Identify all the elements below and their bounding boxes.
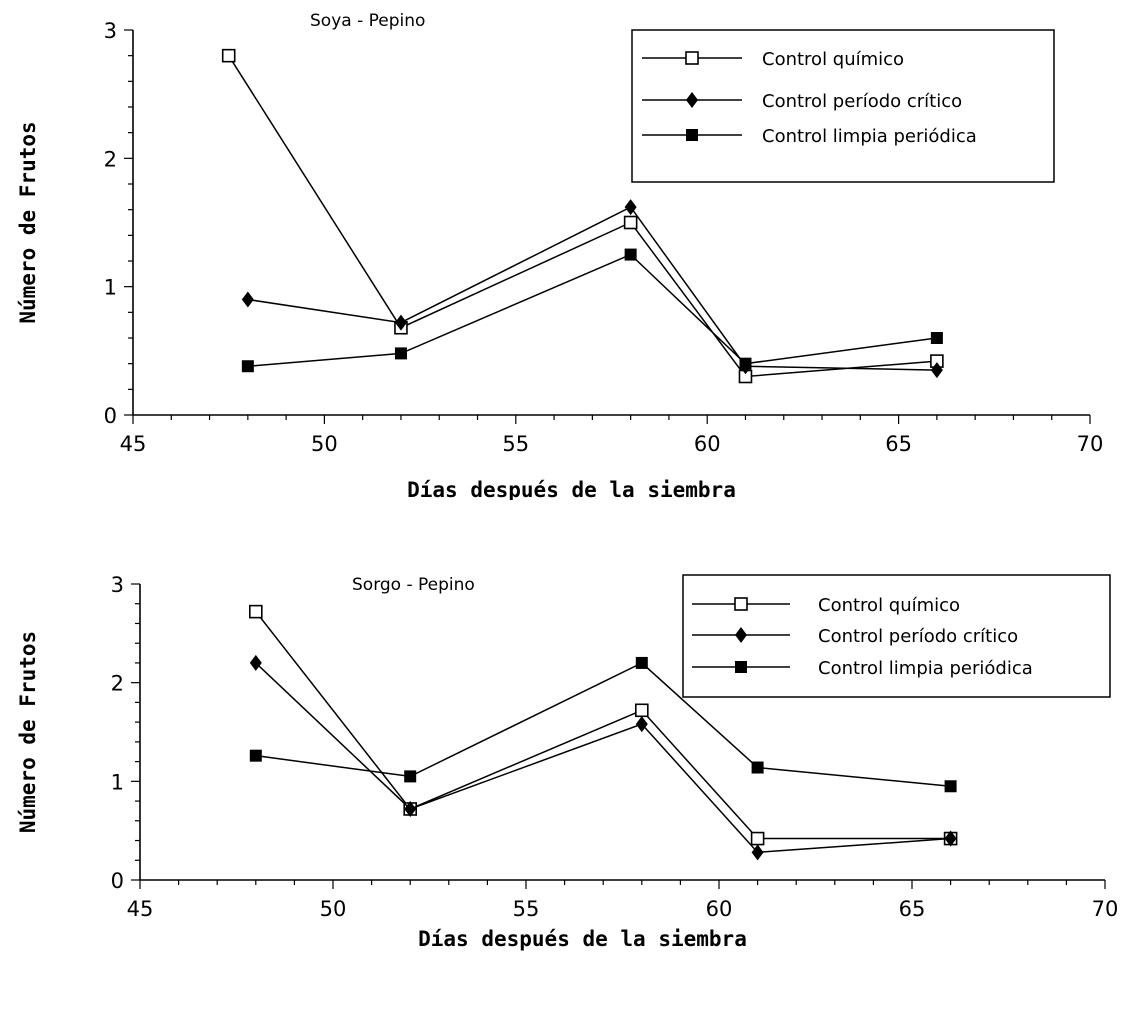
- data-point-filled-square: [241, 360, 254, 373]
- chart-title: Sorgo - Pepino: [352, 575, 475, 595]
- data-point-diamond: [394, 314, 407, 331]
- data-point-diamond: [735, 627, 747, 643]
- legend-label: Control limpia periódica: [818, 658, 1033, 679]
- x-tick-label: 65: [885, 432, 912, 456]
- y-tick-label: 3: [111, 573, 124, 597]
- x-tick-label: 60: [706, 897, 733, 921]
- x-tick-label: 55: [513, 897, 540, 921]
- data-point-diamond: [944, 830, 957, 847]
- data-point-diamond: [751, 844, 764, 861]
- data-point-diamond: [930, 362, 943, 379]
- chart-title: Soya - Pepino: [310, 11, 425, 31]
- y-tick-label: 3: [104, 19, 117, 43]
- legend-box: [631, 29, 1055, 183]
- data-point-open-square: [750, 831, 765, 846]
- y-tick-label: 1: [104, 276, 117, 300]
- x-tick-label: 65: [899, 897, 926, 921]
- data-point-filled-square: [944, 780, 957, 793]
- x-axis-title: Días después de la siembra: [407, 478, 736, 500]
- data-point-filled-square: [686, 129, 698, 141]
- y-tick-label: 2: [104, 147, 117, 171]
- data-point-open-square: [623, 215, 638, 230]
- series-line: [247, 206, 937, 371]
- legend-label: Control período crítico: [818, 626, 1018, 647]
- legend-box: [682, 574, 1111, 698]
- chart-soya-pepino: 45 50 55 60 65 70 0 1 2 3 Soya - Pepino Días despué…: [16, 11, 1104, 500]
- data-point-filled-square: [624, 248, 637, 261]
- data-point-diamond: [249, 654, 262, 671]
- data-point-diamond: [686, 92, 698, 108]
- x-tick-label: 50: [311, 432, 338, 456]
- data-point-filled-square: [394, 347, 407, 360]
- data-point-diamond: [404, 800, 417, 817]
- data-point-open-square: [249, 604, 263, 619]
- series-line: [247, 253, 937, 367]
- x-tick-label: 45: [127, 897, 154, 921]
- data-point-filled-square: [739, 357, 752, 370]
- y-tick-label: 1: [111, 770, 124, 794]
- y-tick-label: 0: [104, 404, 117, 428]
- data-point-filled-square: [751, 761, 764, 774]
- y-tick-label: 0: [111, 869, 124, 893]
- x-axis-title: Días después de la siembra: [418, 927, 747, 951]
- legend-label: Control químico: [762, 49, 904, 70]
- data-point-open-square: [685, 51, 699, 65]
- x-tick-label: 70: [1077, 432, 1104, 456]
- x-tick-label: 60: [694, 432, 721, 456]
- x-tick-label: 70: [1092, 897, 1119, 921]
- legend-label: Control limpia periódica: [762, 126, 977, 147]
- data-point-filled-square: [930, 332, 943, 344]
- y-axis-title: Número de Frutos: [16, 631, 40, 833]
- y-axis-title: Número de Frutos: [16, 121, 40, 323]
- data-point-open-square: [634, 703, 649, 718]
- data-point-filled-square: [249, 749, 262, 762]
- x-tick-label: 55: [502, 432, 529, 456]
- chart-sorgo-pepino: 45 50 55 60 65 70 0 1 2 3 Sorgo - Pepino Días despu…: [16, 573, 1119, 951]
- data-point-diamond: [241, 291, 254, 308]
- x-tick-label: 45: [120, 432, 147, 456]
- legend-label: Control período crítico: [762, 91, 962, 112]
- legend-label: Control químico: [818, 595, 960, 616]
- y-tick-label: 2: [111, 672, 124, 696]
- data-point-open-square: [734, 597, 748, 611]
- data-point-filled-square: [404, 770, 417, 783]
- data-point-open-square: [221, 48, 236, 63]
- data-point-filled-square: [635, 656, 648, 669]
- data-point-diamond: [624, 199, 637, 216]
- data-point-diamond: [635, 716, 648, 733]
- x-tick-label: 50: [320, 897, 347, 921]
- data-point-filled-square: [735, 661, 747, 673]
